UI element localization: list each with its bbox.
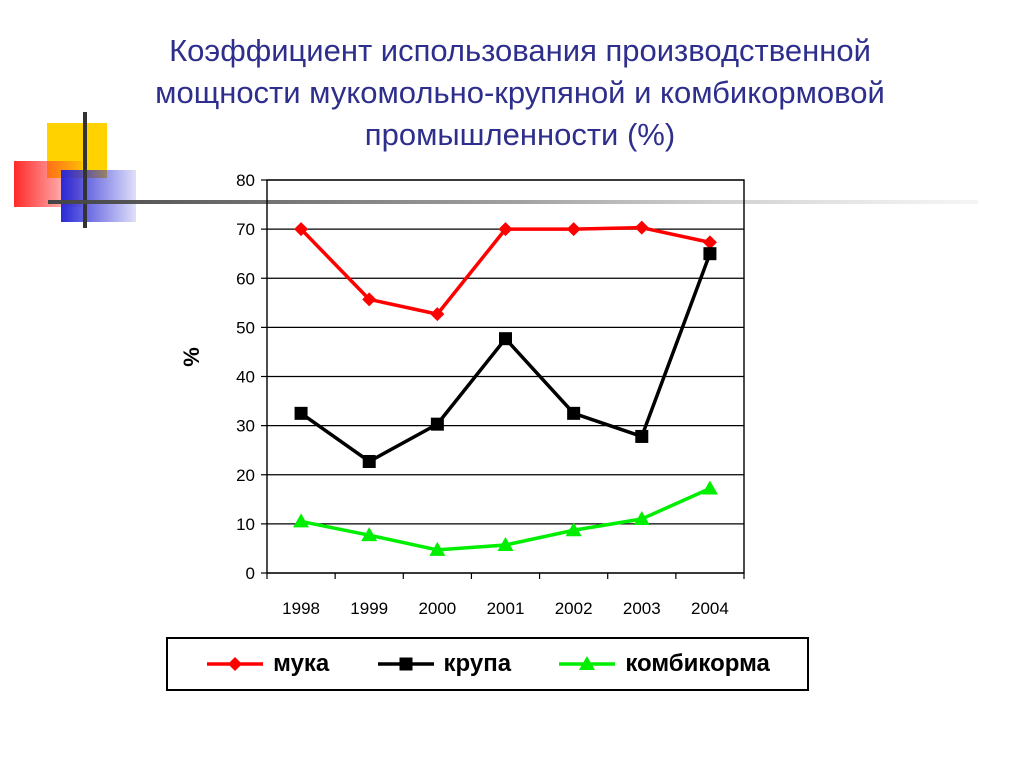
- chart-legend: мука крупа комбикорма: [166, 637, 809, 691]
- data-point-s2-1999: [362, 454, 376, 468]
- x-tick-label-2001: 2001: [487, 599, 525, 618]
- logo-horizontal-line: [48, 200, 978, 204]
- line-chart: 0 10 20 30 40 50 60 70 80 1998 1999 2000 2001 2002 200…: [179, 171, 745, 618]
- data-point-s2-2003: [635, 429, 649, 443]
- data-point-s3-2000: [429, 541, 446, 556]
- data-point-s2-1998: [294, 406, 308, 420]
- data-point-s2-2000: [430, 417, 444, 431]
- legend-swatch-1: [207, 657, 264, 671]
- data-point-s2-2004: [703, 247, 717, 261]
- data-point-s1-2002: [566, 222, 581, 237]
- title-line-2: мощности мукомольно-крупяной и комбикорм…: [155, 75, 885, 110]
- data-point-s3-2003: [633, 510, 650, 525]
- y-tick-label-20: 20: [236, 466, 255, 485]
- y-tick-label-30: 30: [236, 417, 255, 436]
- title-line-3: промышленности (%): [364, 117, 676, 152]
- data-point-s2-2002: [567, 406, 581, 420]
- x-tick-label-2003: 2003: [623, 599, 661, 618]
- data-point-s3-1999: [361, 527, 378, 542]
- data-point-s3-2002: [565, 522, 582, 537]
- x-tick-label-2002: 2002: [555, 599, 593, 618]
- data-point-s1-2001: [498, 222, 513, 237]
- data-point-s1-2004: [702, 235, 717, 250]
- data-point-s3-1998: [293, 513, 310, 528]
- legend-label-2: крупа: [443, 650, 512, 677]
- y-tick-label-40: 40: [236, 368, 255, 387]
- data-point-s1-2003: [634, 220, 649, 235]
- legend-item-3: комбикорма: [557, 650, 770, 678]
- legend-swatch-marker: [399, 657, 413, 671]
- legend-swatch-3: [559, 656, 616, 670]
- y-axis-label: %: [179, 347, 204, 367]
- legend-item-2: крупа: [376, 650, 512, 678]
- logo-vertical-bar: [83, 112, 87, 228]
- legend-swatch-marker: [228, 657, 243, 671]
- decorative-logo: [14, 112, 978, 228]
- y-tick-label-50: 50: [236, 318, 255, 337]
- y-tick-label-10: 10: [236, 515, 255, 534]
- legend-item-1: мука: [205, 650, 329, 678]
- title-line-1: Коэффициент использования производственн…: [169, 33, 871, 68]
- slide-title: Коэффициент использования производственн…: [100, 30, 940, 156]
- legend-swatch-marker: [579, 656, 596, 670]
- plot-frame: [266, 179, 745, 574]
- y-tick-label-80: 80: [236, 171, 255, 190]
- legend-swatch-2: [377, 657, 434, 671]
- x-tick-label-1999: 1999: [350, 599, 388, 618]
- legend-label-1: мука: [273, 650, 330, 677]
- y-tick-label-70: 70: [236, 220, 255, 239]
- y-tick-label-0: 0: [246, 564, 255, 583]
- y-tick-label-60: 60: [236, 269, 255, 288]
- x-tick-label-2004: 2004: [691, 599, 729, 618]
- x-tick-label-2000: 2000: [418, 599, 456, 618]
- data-point-s1-2000: [430, 307, 445, 322]
- data-point-s1-1999: [362, 292, 377, 307]
- series-line-2: [300, 253, 712, 464]
- series-line-1: [299, 225, 711, 316]
- data-point-s3-2004: [701, 480, 718, 495]
- legend-label-3: комбикорма: [625, 650, 770, 677]
- logo-blue-square: [61, 170, 136, 222]
- x-tick-label-1998: 1998: [282, 599, 320, 618]
- data-point-s3-2001: [497, 536, 514, 551]
- data-point-s2-2001: [499, 332, 512, 346]
- data-point-s1-1998: [294, 222, 309, 237]
